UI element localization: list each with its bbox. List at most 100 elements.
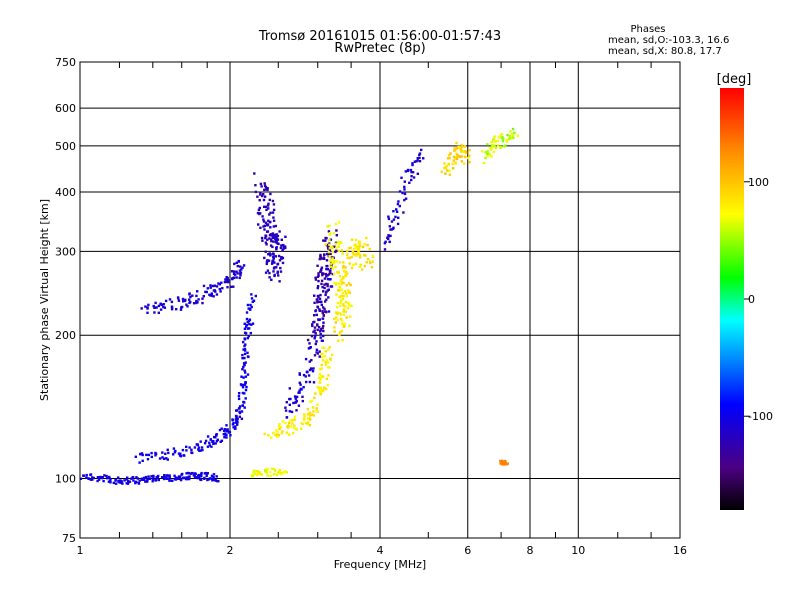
echo-point xyxy=(246,373,250,376)
echo-point xyxy=(204,471,208,475)
echo-point xyxy=(284,406,287,409)
echo-point xyxy=(125,482,128,485)
echo-point xyxy=(267,259,271,262)
echo-point xyxy=(329,252,332,256)
echo-point xyxy=(271,232,275,235)
echo-point xyxy=(163,474,166,477)
echo-point xyxy=(457,145,460,149)
echo-point xyxy=(287,433,291,436)
echo-point xyxy=(206,445,210,448)
echo-point xyxy=(177,452,181,455)
echo-point xyxy=(316,299,319,302)
echo-point xyxy=(279,270,283,273)
echo-point xyxy=(392,218,396,221)
echo-point xyxy=(309,346,312,349)
echo-point xyxy=(235,409,239,412)
echo-point xyxy=(249,331,252,335)
echo-point xyxy=(258,206,261,210)
echo-point xyxy=(272,203,276,206)
echo-point xyxy=(320,303,323,307)
echo-point xyxy=(261,194,264,198)
echo-point xyxy=(235,420,239,423)
echo-point xyxy=(166,448,169,451)
echo-point xyxy=(505,462,508,466)
echo-point xyxy=(256,211,260,215)
echo-point xyxy=(154,478,158,481)
echo-point xyxy=(349,246,352,250)
echo-point xyxy=(126,476,129,479)
echo-point xyxy=(390,220,394,223)
echo-point xyxy=(297,391,300,394)
echo-point xyxy=(301,395,304,398)
echo-point xyxy=(314,276,317,279)
echo-point xyxy=(327,296,330,299)
echo-point xyxy=(278,259,282,262)
echo-point xyxy=(316,386,319,389)
echo-point xyxy=(320,279,324,282)
echo-point xyxy=(232,285,235,288)
echo-point xyxy=(490,141,493,144)
echo-point xyxy=(325,275,328,278)
echo-point xyxy=(320,257,324,260)
echo-point xyxy=(272,240,275,243)
echo-point xyxy=(329,238,333,241)
echo-point xyxy=(322,389,325,392)
echo-point xyxy=(329,259,332,262)
echo-point xyxy=(280,257,283,260)
echo-point xyxy=(164,299,168,303)
echo-point xyxy=(238,392,241,395)
echo-point xyxy=(218,283,222,286)
echo-point xyxy=(262,198,266,202)
echo-point xyxy=(202,295,205,298)
echo-point xyxy=(119,481,122,484)
echo-point xyxy=(298,372,301,375)
echo-point xyxy=(299,383,302,386)
echo-point xyxy=(454,162,457,165)
echo-point xyxy=(314,342,317,346)
echo-point xyxy=(232,276,235,280)
echo-point xyxy=(346,272,349,275)
echo-point xyxy=(333,245,336,248)
echo-point xyxy=(275,237,278,240)
echo-point xyxy=(323,277,327,280)
echo-point xyxy=(241,386,245,389)
echo-point xyxy=(203,442,207,445)
echo-point xyxy=(304,357,308,361)
echo-point xyxy=(244,361,247,364)
echo-point xyxy=(354,238,358,242)
echo-point xyxy=(298,389,301,392)
echo-point xyxy=(344,290,347,293)
echo-point xyxy=(282,247,285,250)
echo-point xyxy=(311,323,314,326)
echo-point xyxy=(243,344,246,348)
echo-point xyxy=(140,477,144,480)
echo-point xyxy=(102,479,105,483)
echo-point xyxy=(313,337,316,340)
echo-point xyxy=(138,461,141,464)
echo-point xyxy=(328,247,331,250)
echo-point xyxy=(482,161,486,165)
echo-point xyxy=(265,208,268,211)
echo-point xyxy=(174,449,177,453)
echo-point xyxy=(254,294,257,298)
echo-point xyxy=(321,309,324,313)
echo-point xyxy=(365,236,368,240)
echo-point xyxy=(212,295,215,298)
echo-point xyxy=(291,419,294,422)
echo-point xyxy=(237,394,241,398)
echo-point xyxy=(331,250,334,254)
echo-point xyxy=(492,137,496,140)
echo-point xyxy=(392,210,395,213)
echo-point xyxy=(359,244,362,248)
echo-point xyxy=(259,226,262,229)
echo-point xyxy=(320,266,324,269)
echo-point xyxy=(294,401,297,404)
echo-point xyxy=(268,198,271,202)
echo-point xyxy=(344,305,347,308)
echo-point xyxy=(268,276,271,279)
echo-point xyxy=(303,415,306,418)
echo-point xyxy=(453,149,456,152)
echo-point xyxy=(223,428,226,431)
echo-point xyxy=(322,321,325,324)
echo-point xyxy=(369,261,372,265)
